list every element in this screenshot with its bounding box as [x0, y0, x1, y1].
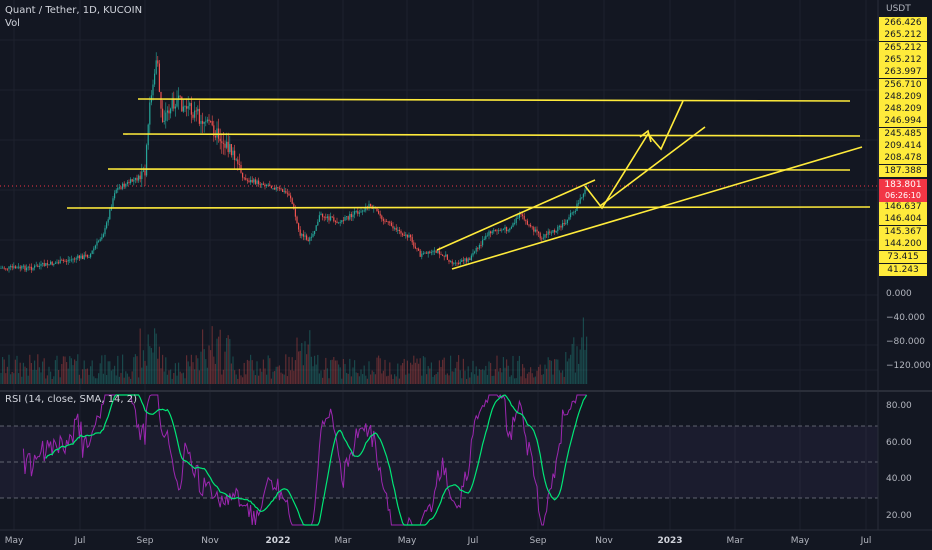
- price-tag: 187.388: [879, 164, 927, 177]
- price-tag: 265.212: [879, 29, 927, 42]
- volume-axis-label: 0.000: [886, 289, 912, 299]
- price-tag: 209.414: [879, 140, 927, 152]
- price-tag: 245.485: [879, 127, 927, 140]
- rsi-legend[interactable]: RSI (14, close, SMA, 14, 2): [5, 394, 138, 405]
- grid: [0, 0, 878, 530]
- x-axis-label: Jul: [467, 536, 479, 546]
- volume-axis-label: −80.000: [886, 337, 926, 347]
- rsi-axis-label: 80.00: [886, 401, 912, 411]
- current-price-tag: 183.801: [879, 179, 927, 191]
- rsi-axis-label: 20.00: [886, 511, 912, 521]
- price-candles: [0, 52, 588, 273]
- x-axis-label: Sep: [529, 536, 547, 546]
- countdown-tag: 06:26:10: [879, 190, 927, 202]
- price-tag: 248.209: [879, 103, 927, 116]
- projection-arrowhead[interactable]: [639, 129, 652, 143]
- currency-label[interactable]: USDT: [886, 4, 911, 14]
- price-tag: 266.426: [879, 17, 927, 29]
- price-tag: 265.212: [879, 41, 927, 54]
- price-tag: 41.243: [879, 264, 927, 276]
- resistance-line-2[interactable]: [122, 133, 861, 137]
- price-tag: 248.209: [879, 90, 927, 103]
- price-tag: 146.637: [879, 201, 927, 213]
- channel-lower[interactable]: [451, 146, 863, 270]
- volume-legend[interactable]: Vol: [5, 18, 20, 29]
- x-axis-label: Mar: [726, 536, 744, 546]
- support-line[interactable]: [66, 206, 871, 209]
- resistance-line-3[interactable]: [107, 168, 851, 171]
- x-axis-label: Jul: [860, 536, 872, 546]
- x-axis-label: May: [4, 536, 24, 546]
- price-tag: 144.200: [879, 237, 927, 250]
- x-axis-label: May: [790, 536, 810, 546]
- channel-mid[interactable]: [599, 126, 706, 207]
- rsi-axis-label: 40.00: [886, 474, 912, 484]
- price-tag: 246.994: [879, 115, 927, 128]
- x-axis-label: Jul: [74, 536, 86, 546]
- price-tag: 73.415: [879, 251, 927, 263]
- channel-upper[interactable]: [436, 179, 596, 251]
- x-axis-label: Sep: [136, 536, 154, 546]
- rsi-levels: [0, 425, 878, 499]
- x-axis-label: 2022: [265, 536, 291, 546]
- price-tag: 208.478: [879, 152, 927, 165]
- x-axis-label: 2023: [657, 536, 683, 546]
- price-tag: 265.212: [879, 53, 927, 66]
- price-tag: 146.404: [879, 213, 927, 226]
- resistance-line-1[interactable]: [137, 98, 851, 102]
- symbol-title[interactable]: Quant / Tether, 1D, KUCOIN: [5, 5, 143, 16]
- volume-axis-label: −40.000: [886, 313, 926, 323]
- volume-axis-label: −120.000: [886, 361, 931, 371]
- x-axis-label: Mar: [334, 536, 352, 546]
- price-tag: 263.997: [879, 66, 927, 79]
- x-axis-label: May: [397, 536, 417, 546]
- price-tag: 145.367: [879, 225, 927, 238]
- volume-bars: [0, 317, 588, 384]
- x-axis-label: Nov: [595, 536, 613, 546]
- rsi-axis-label: 60.00: [886, 438, 912, 448]
- price-tag: 256.710: [879, 78, 927, 91]
- rsi-ma-line: [45, 394, 588, 526]
- rsi-band: [0, 426, 878, 498]
- trend-drawings[interactable]: [66, 98, 871, 270]
- x-axis-label: Nov: [201, 536, 219, 546]
